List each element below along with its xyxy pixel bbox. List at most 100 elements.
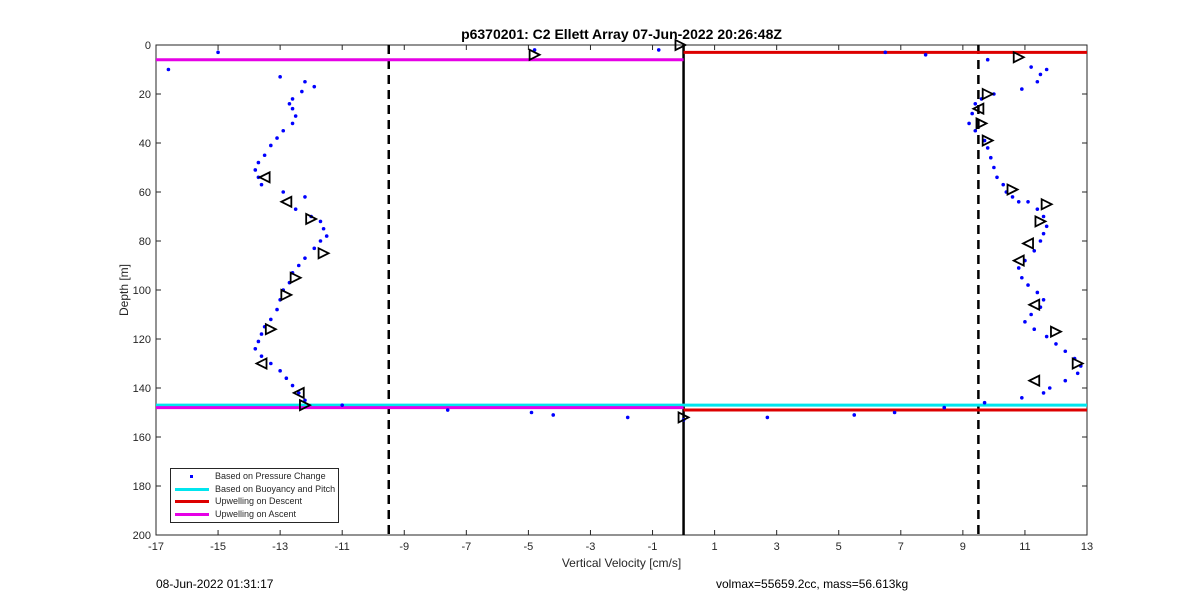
legend-item: Upwelling on Descent bbox=[171, 495, 338, 507]
data-point bbox=[1044, 67, 1049, 72]
x-tick-label: -3 bbox=[586, 541, 596, 553]
y-tick-label: 20 bbox=[139, 89, 151, 101]
data-point bbox=[256, 339, 261, 344]
data-point bbox=[303, 79, 307, 84]
data-point bbox=[259, 182, 264, 187]
chart-legend: Based on Pressure Change Based on Buoyanc… bbox=[170, 468, 339, 523]
triangle-marker bbox=[264, 322, 278, 336]
data-point bbox=[1041, 298, 1046, 302]
data-point bbox=[1035, 79, 1040, 84]
data-point bbox=[1035, 290, 1040, 295]
data-point bbox=[293, 207, 298, 211]
data-point bbox=[982, 400, 987, 405]
legend-swatch bbox=[175, 510, 209, 519]
x-tick-label: 13 bbox=[1081, 541, 1093, 553]
triangle-marker bbox=[677, 410, 691, 424]
data-point bbox=[1075, 371, 1080, 376]
y-tick-label: 120 bbox=[133, 334, 151, 346]
data-point bbox=[1026, 283, 1030, 287]
data-point bbox=[275, 307, 279, 312]
y-tick-label: 100 bbox=[133, 285, 151, 297]
y-tick-label: 140 bbox=[133, 383, 151, 395]
triangle-marker bbox=[1034, 214, 1048, 228]
plot-frame bbox=[155, 44, 1088, 536]
triangle-marker bbox=[257, 170, 271, 184]
data-point bbox=[1032, 327, 1037, 332]
triangle-marker bbox=[1012, 50, 1026, 64]
data-point bbox=[281, 128, 286, 133]
data-point bbox=[982, 138, 987, 143]
data-point bbox=[1023, 320, 1027, 324]
data-point bbox=[303, 398, 307, 403]
legend-swatch bbox=[175, 485, 209, 494]
data-point bbox=[1029, 65, 1033, 69]
y-tick-label: 60 bbox=[139, 187, 151, 199]
x-tick-label: -9 bbox=[399, 541, 409, 553]
triangle-marker bbox=[1040, 197, 1054, 211]
triangle-marker bbox=[289, 271, 303, 285]
data-point bbox=[166, 67, 171, 72]
data-point bbox=[656, 48, 661, 52]
data-point bbox=[287, 102, 292, 106]
data-point bbox=[312, 84, 317, 89]
data-point bbox=[1044, 224, 1049, 229]
data-point bbox=[1038, 72, 1043, 77]
y-tick-label: 0 bbox=[145, 40, 151, 52]
data-point bbox=[1063, 378, 1068, 383]
data-point bbox=[290, 383, 295, 388]
legend-swatch bbox=[175, 472, 209, 481]
data-point bbox=[1044, 334, 1049, 339]
x-tick-label: -13 bbox=[272, 541, 288, 553]
y-tick-label: 180 bbox=[133, 481, 151, 493]
data-point bbox=[1016, 266, 1021, 270]
triangle-marker bbox=[1021, 236, 1034, 250]
data-point bbox=[275, 136, 279, 140]
y-tick-label: 200 bbox=[133, 530, 151, 542]
data-point bbox=[296, 391, 301, 395]
footer-stats: volmax=55659.2cc, mass=56.613kg bbox=[716, 577, 909, 591]
x-tick-label: -17 bbox=[148, 541, 164, 553]
data-point bbox=[340, 403, 345, 407]
data-point bbox=[324, 234, 329, 238]
x-tick-label: -11 bbox=[335, 541, 350, 553]
data-point bbox=[321, 226, 326, 231]
y-tick-label: 160 bbox=[133, 432, 151, 444]
data-point bbox=[625, 415, 630, 420]
triangle-marker bbox=[1006, 183, 1020, 197]
data-point bbox=[1016, 200, 1021, 204]
data-point bbox=[995, 175, 999, 180]
data-point bbox=[256, 160, 261, 165]
legend-swatch bbox=[175, 497, 209, 506]
legend-label: Upwelling on Descent bbox=[215, 496, 303, 507]
y-tick-label: 80 bbox=[139, 236, 151, 248]
data-point bbox=[281, 190, 286, 194]
data-point bbox=[269, 317, 273, 322]
data-point bbox=[278, 369, 282, 373]
triangle-marker bbox=[299, 398, 312, 412]
data-point bbox=[892, 410, 897, 415]
triangle-marker bbox=[279, 195, 293, 209]
legend-label: Based on Buoyancy and Pitch bbox=[215, 483, 336, 494]
data-point bbox=[532, 48, 537, 52]
triangle-marker bbox=[528, 48, 542, 62]
triangle-marker bbox=[1071, 357, 1085, 370]
triangle-marker bbox=[981, 134, 995, 148]
data-point bbox=[973, 128, 978, 133]
triangle-marker bbox=[1011, 254, 1025, 268]
triangle-marker bbox=[1050, 325, 1063, 339]
data-point bbox=[973, 102, 978, 106]
data-point bbox=[852, 413, 857, 417]
data-point bbox=[1020, 396, 1024, 400]
data-point bbox=[269, 361, 273, 366]
data-point bbox=[988, 155, 993, 160]
data-point bbox=[923, 53, 928, 57]
y-axis-label: Depth [m] bbox=[117, 264, 131, 316]
data-point bbox=[985, 146, 990, 150]
data-point bbox=[1063, 349, 1068, 354]
x-tick-label: 3 bbox=[774, 541, 780, 553]
x-tick-label: -15 bbox=[210, 541, 226, 553]
data-point bbox=[1032, 249, 1037, 253]
data-point bbox=[253, 347, 258, 351]
x-tick-label: -5 bbox=[524, 541, 534, 553]
x-tick-label: 7 bbox=[898, 541, 904, 553]
